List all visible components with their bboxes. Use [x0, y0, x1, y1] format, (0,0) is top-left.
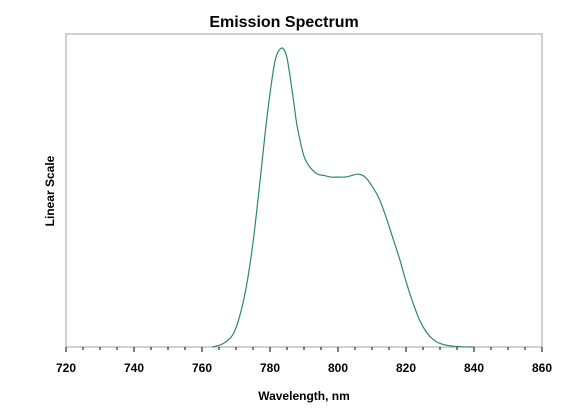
- x-axis-label: Wavelength, nm: [258, 389, 350, 403]
- x-tick-label: 800: [328, 361, 348, 375]
- x-tick-label: 740: [124, 361, 144, 375]
- y-axis-label: Linear Scale: [43, 155, 57, 226]
- x-tick-label: 820: [396, 361, 416, 375]
- plot-area-frame: [65, 33, 543, 348]
- series-layer: [212, 47, 474, 348]
- spectrum-line: [212, 47, 474, 348]
- chart-title: Emission Spectrum: [209, 14, 358, 31]
- x-axis: 720 740 760 780 800 820 840 860: [56, 347, 552, 375]
- x-tick-label: 720: [56, 361, 76, 375]
- x-tick-label: 860: [532, 361, 552, 375]
- x-tick-label: 760: [192, 361, 212, 375]
- x-tick-label: 780: [260, 361, 280, 375]
- x-tick-label: 840: [464, 361, 484, 375]
